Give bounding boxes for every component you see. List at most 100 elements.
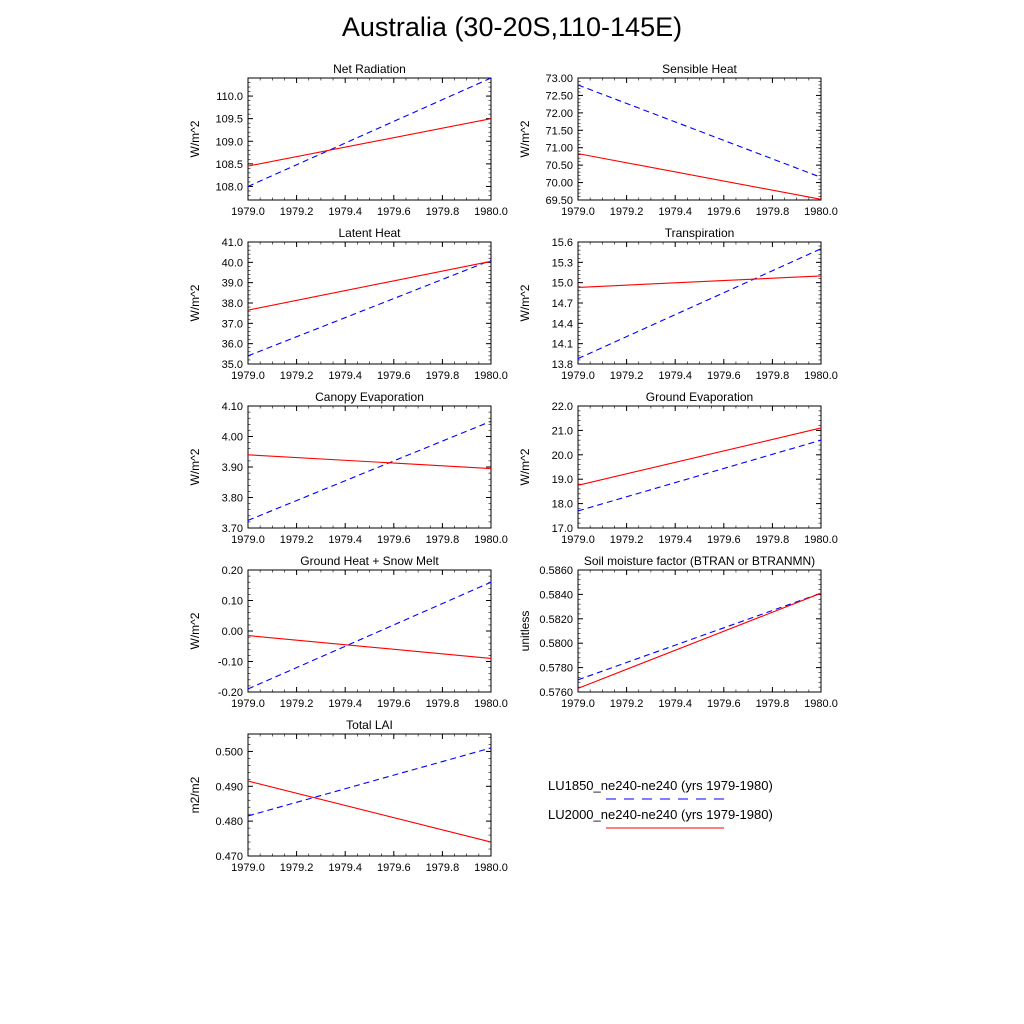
- panel-4-ylabel: W/m^2: [518, 284, 532, 321]
- panel-9-frame: [247, 733, 492, 857]
- panel-9-xtick-label: 1980.0: [474, 862, 508, 874]
- panel-9-xtick-label: 1979.2: [280, 862, 314, 874]
- panel-9-ytick-label: 0.490: [215, 781, 243, 793]
- legend-label-lu2000: LU2000_ne240-ne240 (yrs 1979-1980): [548, 807, 773, 822]
- panel-4-xtick-label: 1979.8: [756, 370, 790, 382]
- panel-1-ytick-label: 109.5: [215, 114, 243, 126]
- panel-8-ytick-label: 0.5840: [539, 589, 573, 601]
- panel-6-ytick-label: 20.0: [552, 450, 573, 462]
- panel-5-ylabel: W/m^2: [188, 448, 202, 485]
- panel-2-xtick-label: 1980.0: [804, 206, 838, 218]
- legend-swatch-lu1850: [606, 798, 724, 800]
- panel-3-ytick-label: 37.0: [222, 318, 243, 330]
- panel-6-ytick-label: 18.0: [552, 499, 573, 511]
- panel-7-xtick-label: 1979.4: [328, 698, 362, 710]
- panel-3-ytick-label: 40.0: [222, 257, 243, 269]
- panel-6-xtick-label: 1979.4: [658, 534, 692, 546]
- panel-5-series-lu1850: [247, 420, 492, 521]
- panel-8-ylabel: unitless: [518, 611, 532, 652]
- panel-3-ytick-label: 38.0: [222, 298, 243, 310]
- panel-4-ytick-label: 15.3: [552, 257, 573, 269]
- panel-4-frame: [577, 241, 822, 365]
- panel-2-ylabel: W/m^2: [518, 120, 532, 157]
- panel-5-series-lu2000: [247, 454, 492, 470]
- panel-3-xtick-label: 1979.6: [377, 370, 411, 382]
- panel-2-frame: [577, 77, 822, 201]
- panel-2-ytick-label: 71.50: [545, 125, 573, 137]
- panel-4-title: Transpiration: [665, 226, 735, 240]
- panel-5-ytick-label: 4.00: [222, 432, 243, 444]
- panel-1-xtick-label: 1980.0: [474, 206, 508, 218]
- panel-7-ytick-label: -0.20: [218, 687, 243, 699]
- panel-8-series-lu1850: [577, 592, 822, 681]
- panel-9-xtick-label: 1979.4: [328, 862, 362, 874]
- panel-8-xtick-label: 1979.4: [658, 698, 692, 710]
- panel-8-series-lu2000: [577, 592, 822, 689]
- panel-8-ytick-label: 0.5800: [539, 638, 573, 650]
- panel-1-frame: [247, 77, 492, 201]
- panel-8-ytick-label: 0.5860: [539, 565, 573, 577]
- panel-3-ylabel: W/m^2: [188, 284, 202, 321]
- panel-1-ytick-label: 108.5: [215, 159, 243, 171]
- panel-2-series-lu1850: [577, 84, 822, 178]
- panel-2-series-lu2000: [577, 153, 822, 200]
- panel-5-ytick-label: 3.80: [222, 493, 243, 505]
- panel-5-xtick-label: 1979.0: [231, 534, 265, 546]
- panel-1-xtick-label: 1979.6: [377, 206, 411, 218]
- panel-5-xtick-label: 1979.6: [377, 534, 411, 546]
- panel-6-ytick-label: 22.0: [552, 401, 573, 413]
- panel-6-series-lu1850: [577, 439, 822, 512]
- panel-6-title: Ground Evaporation: [646, 390, 753, 404]
- panel-3-ytick-label: 39.0: [222, 278, 243, 290]
- panel-6-ytick-label: 19.0: [552, 474, 573, 486]
- panel-4-ytick-label: 14.4: [552, 318, 573, 330]
- panel-4-ytick-label: 13.8: [552, 359, 573, 371]
- panel-9-ytick-label: 0.470: [215, 851, 243, 863]
- panel-2-xtick-label: 1979.2: [610, 206, 644, 218]
- legend-swatch-lu2000: [606, 827, 724, 829]
- panel-6-ytick-label: 21.0: [552, 425, 573, 437]
- panel-1-series-lu2000: [247, 118, 492, 167]
- panel-6-xtick-label: 1979.8: [756, 534, 790, 546]
- legend-label-lu1850: LU1850_ne240-ne240 (yrs 1979-1980): [548, 778, 773, 793]
- panel-2-ytick-label: 70.50: [545, 160, 573, 172]
- panel-3-ytick-label: 36.0: [222, 339, 243, 351]
- panel-3-xtick-label: 1979.2: [280, 370, 314, 382]
- panel-1-ylabel: W/m^2: [188, 120, 202, 157]
- panel-7-ytick-label: 0.10: [222, 596, 243, 608]
- panel-1-xtick-label: 1979.8: [426, 206, 460, 218]
- panel-9-ylabel: m2/m2: [188, 776, 202, 813]
- panel-4-xtick-label: 1979.2: [610, 370, 644, 382]
- panel-4-series-lu2000: [577, 275, 822, 288]
- panel-4-xtick-label: 1979.4: [658, 370, 692, 382]
- panel-4-xtick-label: 1979.6: [707, 370, 741, 382]
- panel-7-series-lu2000: [247, 635, 492, 659]
- panel-8-xtick-label: 1979.8: [756, 698, 790, 710]
- panel-2-xtick-label: 1979.8: [756, 206, 790, 218]
- panel-6-xtick-label: 1979.0: [561, 534, 595, 546]
- panel-6-xtick-label: 1979.6: [707, 534, 741, 546]
- panel-7-xtick-label: 1979.2: [280, 698, 314, 710]
- panel-8-ytick-label: 0.5820: [539, 614, 573, 626]
- panel-8-xtick-label: 1980.0: [804, 698, 838, 710]
- panel-5-xtick-label: 1980.0: [474, 534, 508, 546]
- panel-6-xtick-label: 1980.0: [804, 534, 838, 546]
- panel-3-xtick-label: 1980.0: [474, 370, 508, 382]
- page-title: Australia (30-20S,110-145E): [341, 12, 683, 42]
- panel-8-ytick-label: 0.5760: [539, 687, 573, 699]
- panel-8-ytick-label: 0.5780: [539, 663, 573, 675]
- panel-5-ytick-label: 3.70: [222, 523, 243, 535]
- panel-3-xtick-label: 1979.8: [426, 370, 460, 382]
- panel-6-frame: [577, 405, 822, 529]
- panel-7-xtick-label: 1980.0: [474, 698, 508, 710]
- panel-6-ylabel: W/m^2: [518, 448, 532, 485]
- panel-3-series-lu2000: [247, 260, 492, 311]
- panel-1-title: Net Radiation: [333, 62, 406, 76]
- panel-2-ytick-label: 73.00: [545, 73, 573, 85]
- panel-9-series-lu2000: [247, 780, 492, 843]
- panel-1-xtick-label: 1979.2: [280, 206, 314, 218]
- panel-2-ytick-label: 72.50: [545, 90, 573, 102]
- panel-7-xtick-label: 1979.0: [231, 698, 265, 710]
- panel-3-series-lu1850: [247, 259, 492, 357]
